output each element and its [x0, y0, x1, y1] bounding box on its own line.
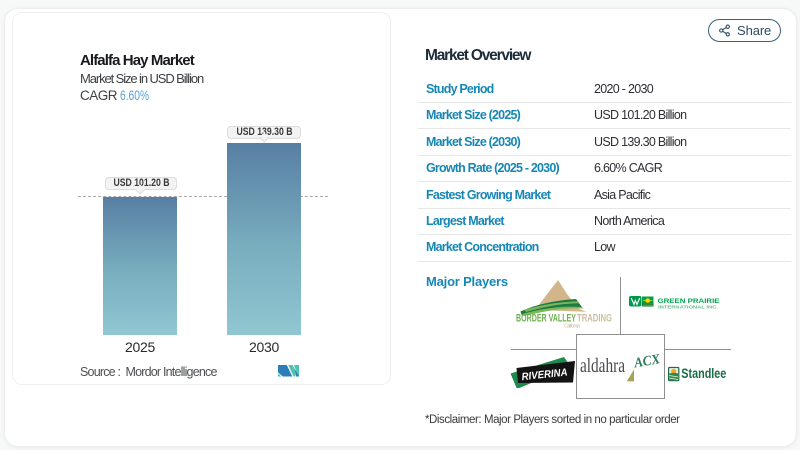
svg-text:GREEN PRAIRIE: GREEN PRAIRIE — [658, 298, 721, 305]
svg-text:California: California — [564, 324, 580, 330]
svg-text:RIVERINA: RIVERINA — [521, 366, 568, 383]
svg-text:ACX: ACX — [632, 352, 662, 372]
svg-text:aldahra: aldahra — [580, 355, 625, 377]
svg-text:BORDER VALLEY: BORDER VALLEY — [516, 313, 576, 325]
svg-text:TRADING: TRADING — [577, 313, 612, 325]
svg-text:INTERNATIONAL INC.: INTERNATIONAL INC. — [658, 304, 718, 309]
svg-text:Standlee: Standlee — [681, 366, 726, 381]
